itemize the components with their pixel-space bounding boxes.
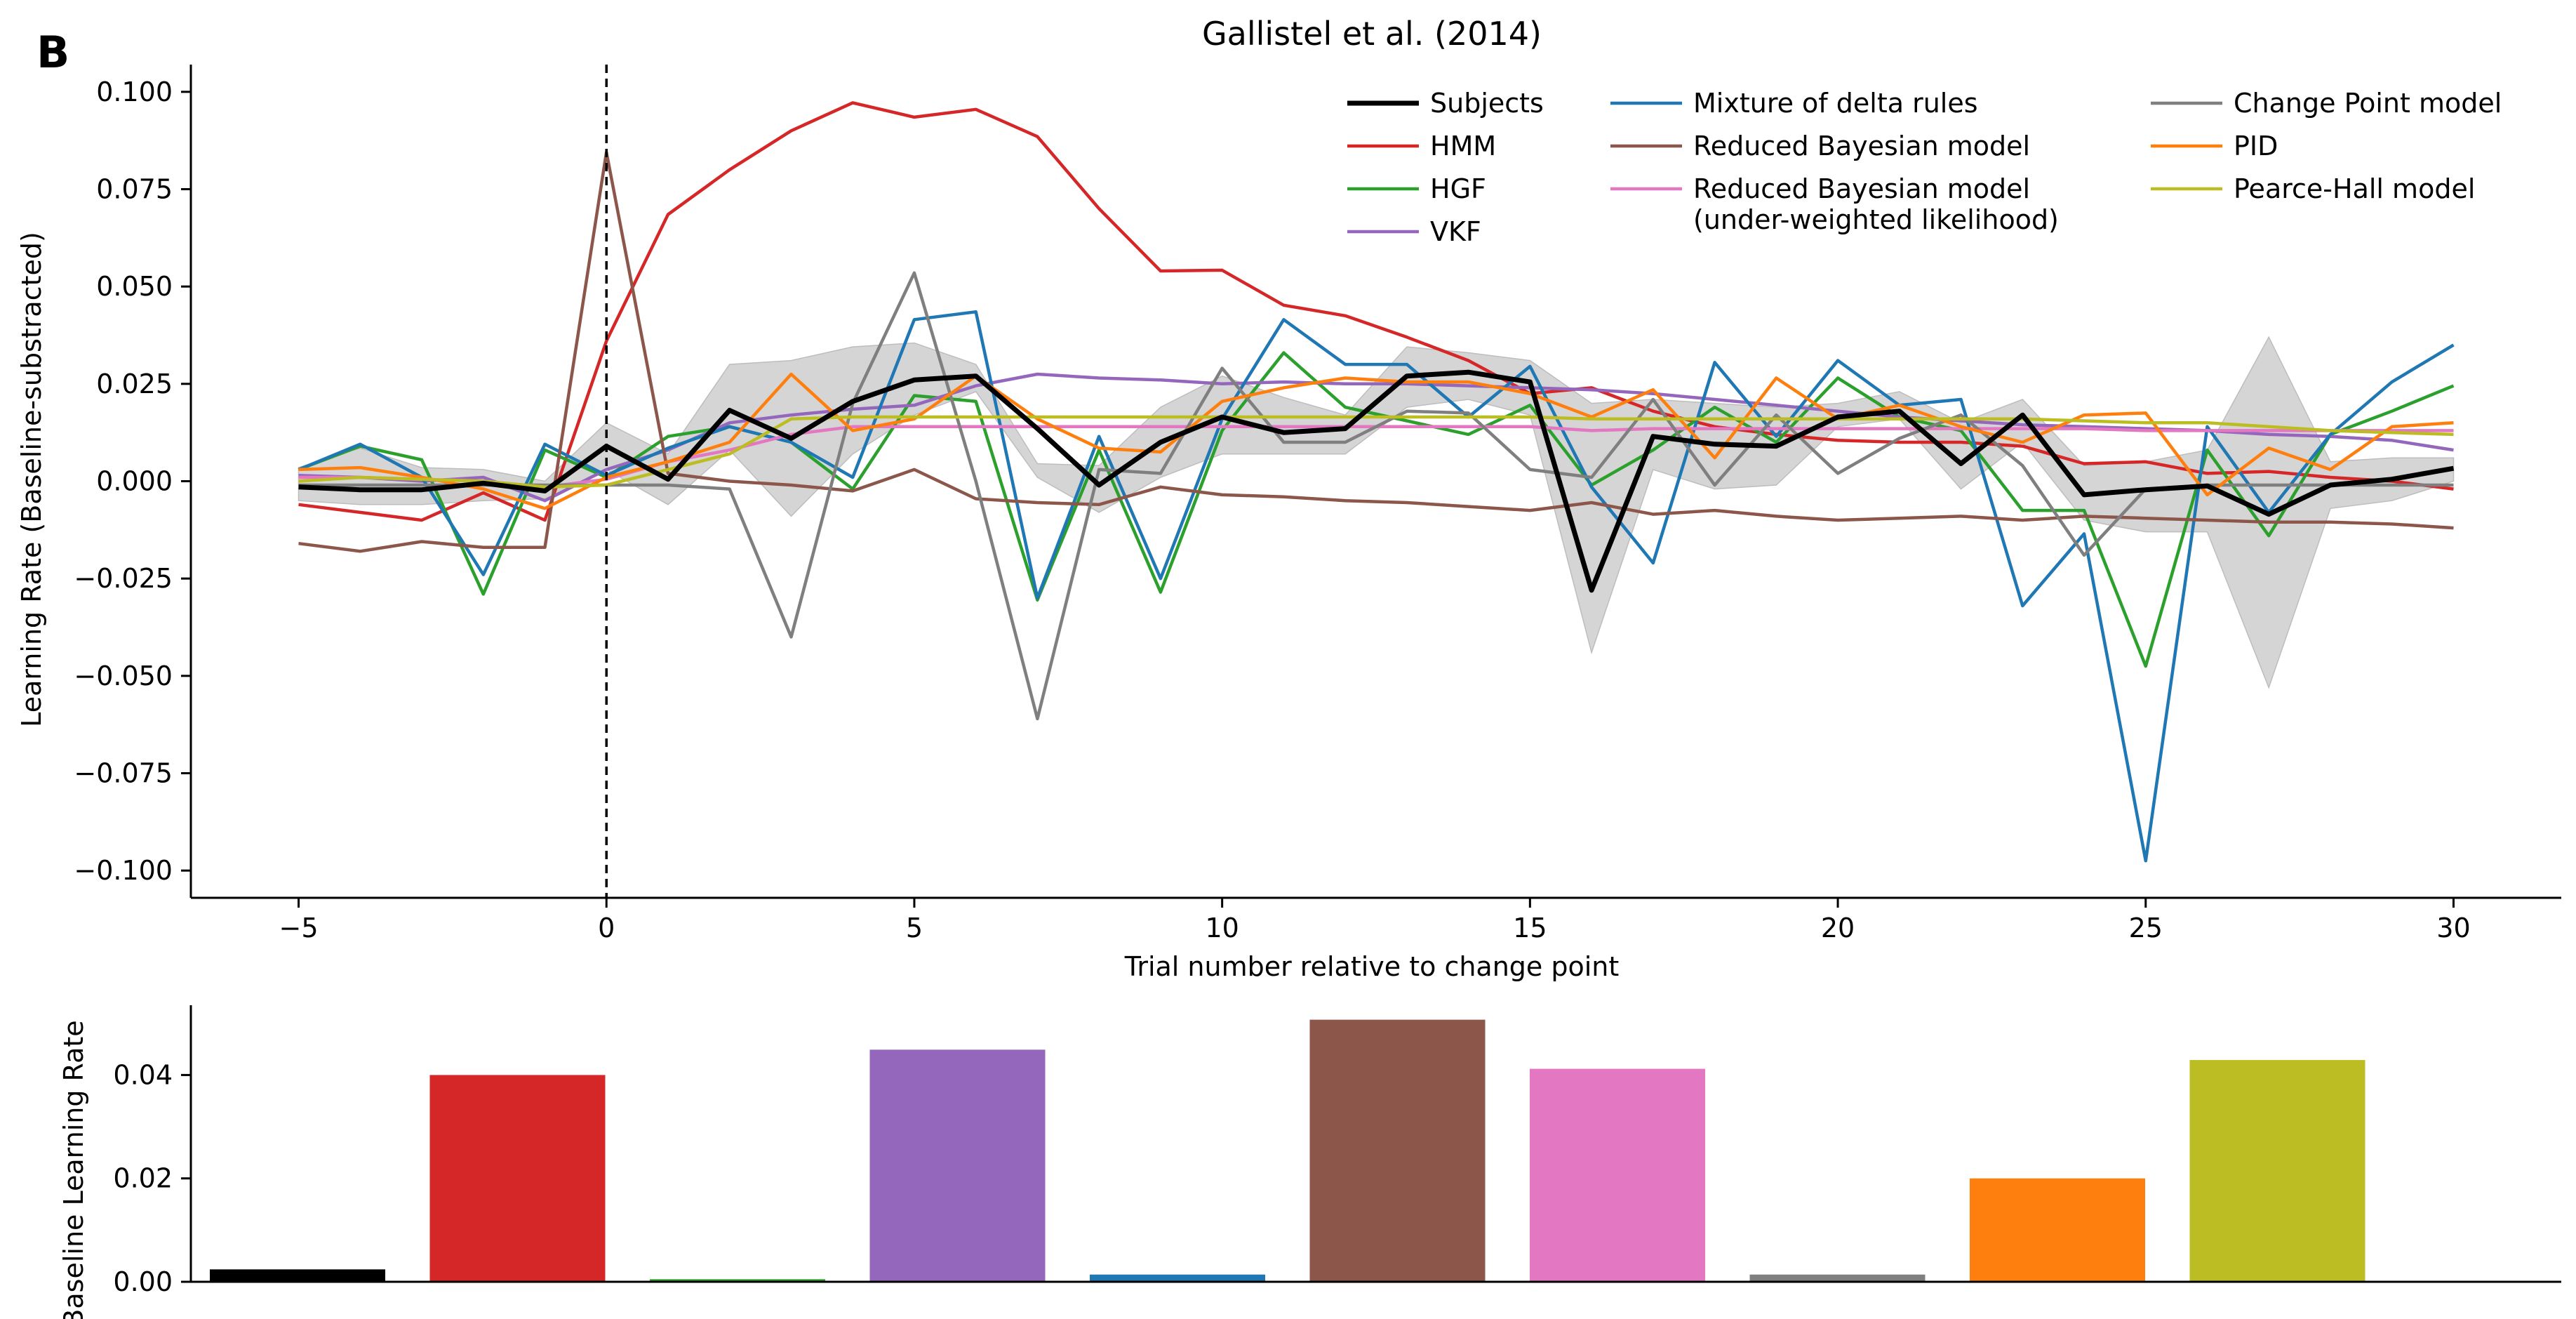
legend-label: Pearce-Hall model	[2234, 173, 2475, 204]
chart-title: Gallistel et al. (2014)	[1202, 15, 1542, 53]
y-tick-label: −0.100	[74, 855, 173, 886]
legend: Subjects HMM HGF VKF Mixture of delta rules R…	[1347, 88, 2502, 247]
legend-label: Reduced Bayesian model	[1693, 173, 2030, 204]
bottom-axes: 0.00 0.02 0.04	[113, 1005, 2561, 1297]
bar-y-tick-label: 0.02	[113, 1163, 173, 1194]
legend-item-reduced-bayesian-model: Reduced Bayesian model	[1610, 131, 2030, 161]
subjects-confidence-band	[298, 336, 2455, 689]
y-tick-label: −0.075	[74, 758, 173, 789]
legend-label: HMM	[1430, 131, 1496, 161]
bar-hmm	[429, 1075, 606, 1282]
legend-item-change-point-model: Change Point model	[2151, 88, 2502, 119]
series-line-pid	[298, 372, 2454, 510]
legend-item-pearce-hall-model: Pearce-Hall model	[2151, 173, 2475, 204]
y-tick-label: 0.050	[96, 271, 173, 302]
subjects-confidence-band-group	[298, 336, 2455, 689]
legend-item-hgf: HGF	[1347, 173, 1486, 204]
legend-item-vkf: VKF	[1347, 216, 1481, 247]
legend-label: HGF	[1430, 173, 1486, 204]
baseline-learning-rate-bar-chart: 0.00 0.02 0.04 Baseline Learning Rate	[58, 1005, 2561, 1319]
bar-pearce-hall-model	[2189, 1060, 2365, 1282]
series-line-mixture-of-delta-rules	[298, 310, 2455, 863]
x-tick-label: −5	[279, 913, 319, 943]
x-tick-label: 5	[906, 913, 923, 943]
legend-item-subjects: Subjects	[1347, 88, 1544, 119]
learning-rate-line-chart: −5 0 5 10 15 20 25 30 0.100 0.075 0.050 0.025 0.000 −…	[16, 65, 2561, 982]
bar-y-tick-label: 0.00	[113, 1266, 173, 1297]
legend-label: (under-weighted likelihood)	[1693, 204, 2059, 235]
x-tick-label: 10	[1205, 913, 1239, 943]
bar-y-tick-label: 0.04	[113, 1059, 173, 1090]
series-line-change-point-model	[298, 271, 2454, 721]
series-line-subjects	[298, 369, 2455, 593]
x-tick-label: 20	[1821, 913, 1855, 943]
legend-label: Change Point model	[2234, 88, 2502, 119]
y-tick-label: 0.100	[96, 77, 173, 107]
bar-mixture-of-delta-rules	[1090, 1274, 1265, 1282]
top-axes: −5 0 5 10 15 20 25 30 0.100 0.075 0.050 0.025 0.000 −…	[74, 65, 2561, 943]
legend-item-reduced-bayesian-model-under-weighted-likelihood: Reduced Bayesian model(under-weighted li…	[1610, 173, 2059, 235]
legend-label: Reduced Bayesian model	[1693, 131, 2030, 161]
panel-letter: B	[36, 27, 69, 78]
bars-group	[210, 1019, 2365, 1282]
bar-vkf	[869, 1049, 1046, 1282]
legend-item-pid: PID	[2151, 131, 2278, 161]
x-tick-label: 15	[1513, 913, 1547, 943]
legend-label: VKF	[1430, 216, 1481, 247]
x-axis-label: Trial number relative to change point	[1124, 951, 1620, 982]
bar-reduced-bayesian-model	[1309, 1019, 1486, 1282]
x-tick-label: 25	[2129, 913, 2163, 943]
legend-item-hmm: HMM	[1347, 131, 1496, 161]
y-axis-label: Learning Rate (Baseline-substracted)	[16, 232, 47, 727]
y-tick-label: −0.025	[74, 563, 173, 594]
bar-y-axis-label: Baseline Learning Rate	[58, 1020, 89, 1319]
bar-pid	[1970, 1178, 2145, 1282]
bar-hgf	[650, 1279, 825, 1282]
y-tick-label: 0.075	[96, 173, 173, 204]
series-lines-group	[298, 101, 2455, 863]
series-line-hmm	[298, 101, 2454, 522]
bar-reduced-bayesian-model-under-weighted-likelihood	[1530, 1068, 1705, 1282]
legend-item-mixture-of-delta-rules: Mixture of delta rules	[1610, 88, 1978, 119]
y-tick-label: 0.000	[96, 466, 173, 497]
legend-label: Subjects	[1430, 88, 1544, 119]
x-tick-label: 30	[2436, 913, 2470, 943]
series-line-hgf	[298, 351, 2455, 668]
legend-label: PID	[2234, 131, 2278, 161]
bar-change-point-model	[1749, 1274, 1926, 1282]
x-tick-label: 0	[598, 913, 615, 943]
legend-label: Mixture of delta rules	[1693, 88, 1978, 119]
series-line-reduced-bayesian-model	[298, 150, 2454, 553]
y-tick-label: −0.050	[74, 661, 173, 691]
bar-subjects	[210, 1269, 385, 1282]
y-tick-label: 0.025	[96, 369, 173, 399]
